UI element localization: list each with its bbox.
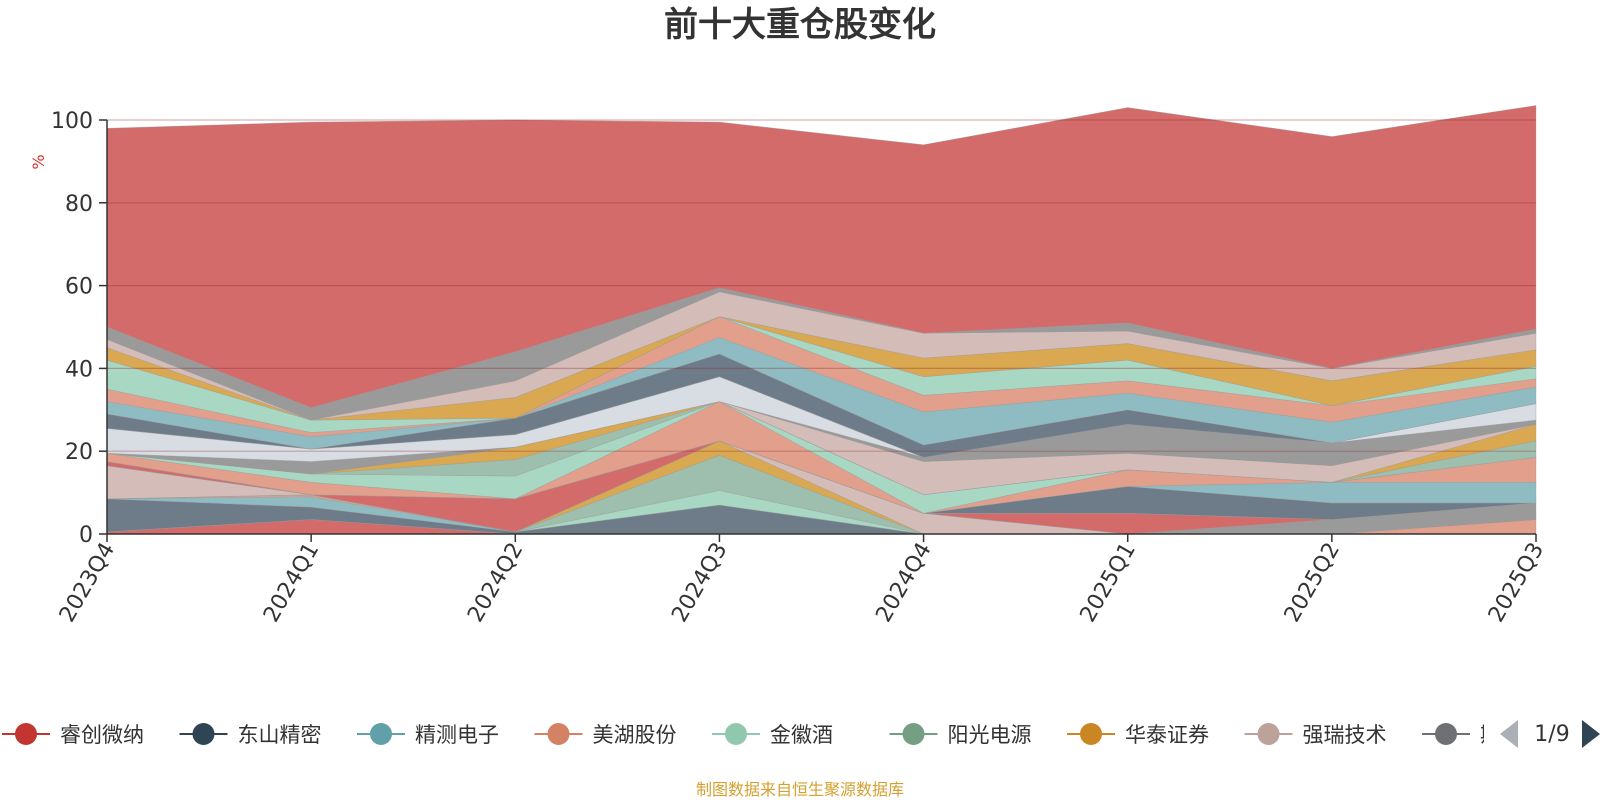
legend-item[interactable]: 美湖股份 — [534, 723, 677, 747]
legend-item[interactable]: 华泰证券 — [1067, 723, 1209, 747]
y-tick-label: 20 — [65, 440, 93, 465]
legend-label: 金徽酒 — [770, 723, 833, 747]
legend-item[interactable]: 强瑞技术 — [1244, 723, 1387, 747]
legend-marker-icon — [1435, 723, 1457, 745]
legend-label: 东山精密 — [238, 723, 322, 747]
data-source-note: 制图数据来自恒生聚源数据库 — [696, 780, 904, 799]
legend-marker-icon — [370, 723, 392, 745]
y-tick-label: 60 — [65, 275, 93, 300]
legend-marker-icon — [1257, 723, 1280, 745]
legend-marker-icon — [15, 723, 37, 745]
legend-marker-icon — [547, 723, 570, 745]
legend-marker-icon — [725, 723, 747, 745]
legend-next-icon[interactable] — [1582, 720, 1600, 748]
x-tick-label: 2024Q1 — [259, 539, 324, 627]
gridlines — [107, 119, 1536, 452]
legend-label: 精测电子 — [415, 723, 499, 747]
x-tick-label: 2025Q3 — [1484, 539, 1549, 627]
legend-prev-icon[interactable] — [1500, 720, 1518, 748]
legend-label: 华泰证券 — [1125, 723, 1209, 747]
area-series-group — [106, 105, 1537, 535]
legend-item[interactable]: 东山精密 — [179, 723, 322, 747]
x-tick-label: 2024Q3 — [667, 539, 732, 627]
legend-pager: 1/9 — [1500, 720, 1600, 748]
x-tick-label: 2024Q2 — [463, 539, 528, 627]
legend-item[interactable]: 精测电子 — [357, 723, 499, 747]
legend-label: 睿创微纳 — [60, 723, 144, 747]
x-tick-label: 2025Q2 — [1280, 539, 1345, 627]
x-tick-label: 2025Q1 — [1076, 539, 1141, 627]
x-tick-label: 2024Q4 — [871, 539, 936, 627]
legend-item[interactable]: 阳光电源 — [889, 723, 1032, 747]
y-tick-labels: 0 20 40 60 80 100 — [51, 109, 107, 548]
y-axis-label: % — [29, 154, 48, 169]
legend-marker-icon — [1080, 723, 1102, 745]
area-series-27 — [106, 105, 1537, 409]
legend-item[interactable]: 睿创微纳 — [2, 723, 144, 747]
legend-label: 阳光电源 — [948, 723, 1032, 747]
legend-label: 强瑞技术 — [1303, 723, 1387, 747]
y-tick-label: 40 — [65, 357, 93, 382]
chart-title: 前十大重仓股变化 — [664, 5, 936, 45]
y-tick-label: 100 — [51, 109, 93, 134]
y-tick-label: 0 — [79, 523, 93, 548]
x-tick-label: 2023Q4 — [55, 539, 120, 627]
legend-label: 斯迪克 — [1480, 723, 1543, 747]
x-tick-labels: 2023Q4 2024Q1 2024Q2 2024Q3 2024Q4 2025Q1 2025… — [55, 534, 1549, 627]
legend-marker-icon — [192, 723, 215, 745]
legend-page-indicator: 1/9 — [1534, 722, 1569, 747]
legend: 睿创微纳 东山精密 精测电子 美湖股份 金徽酒 阳光电源 华泰证券 强瑞技术 斯迪克 — [2, 723, 1543, 747]
legend-label: 美湖股份 — [593, 723, 677, 747]
y-tick-label: 80 — [65, 192, 93, 217]
legend-item[interactable]: 金徽酒 — [712, 723, 833, 747]
legend-marker-icon — [902, 723, 925, 745]
legend-item[interactable]: 斯迪克 — [1422, 723, 1543, 747]
axes — [106, 120, 1536, 535]
